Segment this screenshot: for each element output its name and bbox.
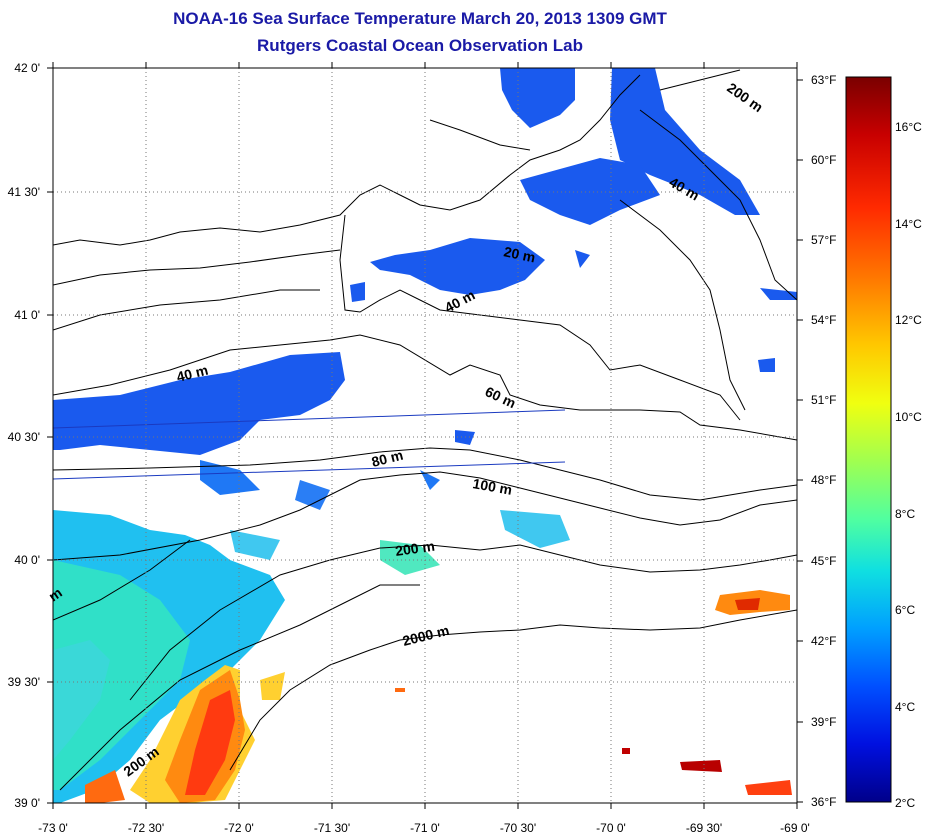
fahrenheit-tick-label: 60°F bbox=[811, 153, 836, 167]
latitude-labels: 42 0' 41 30' 41 0' 40 30' 40 0' 39 30' 3… bbox=[8, 61, 40, 810]
celsius-tick-label: 16°C bbox=[895, 120, 922, 134]
depth-label: 200 m bbox=[724, 79, 766, 115]
lat-tick-label: 42 0' bbox=[14, 61, 40, 75]
lon-tick-label: -72 0' bbox=[224, 821, 254, 835]
fahrenheit-tick-label: 57°F bbox=[811, 233, 836, 247]
lon-tick-label: -70 0' bbox=[596, 821, 626, 835]
lat-tick-label: 40 30' bbox=[8, 430, 40, 444]
lon-tick-label: -69 0' bbox=[780, 821, 810, 835]
depth-label: 80 m bbox=[370, 447, 405, 470]
depth-label: 2000 m bbox=[401, 622, 451, 649]
depth-label: 60 m bbox=[483, 383, 519, 411]
lon-tick-label: -70 30' bbox=[500, 821, 536, 835]
fahrenheit-tick-label: 36°F bbox=[811, 795, 836, 809]
fahrenheit-labels: 63°F 60°F 57°F 54°F 51°F 48°F 45°F 42°F … bbox=[811, 73, 836, 809]
depth-label: 100 m bbox=[471, 475, 513, 498]
lat-tick-label: 40 0' bbox=[14, 553, 40, 567]
longitude-labels: -73 0' -72 30' -72 0' -71 30' -71 0' -70… bbox=[38, 821, 810, 835]
sst-data-layer bbox=[53, 68, 797, 803]
celsius-tick-label: 4°C bbox=[895, 700, 915, 714]
fahrenheit-tick-label: 45°F bbox=[811, 554, 836, 568]
fahrenheit-tick-label: 42°F bbox=[811, 634, 836, 648]
fahrenheit-tick-label: 48°F bbox=[811, 473, 836, 487]
satellite-track-lines bbox=[52, 409, 566, 480]
lat-tick-label: 39 30' bbox=[8, 675, 40, 689]
depth-label: 40 m bbox=[175, 362, 210, 385]
lon-tick-label: -71 0' bbox=[410, 821, 440, 835]
colorbar: 16°C 14°C 12°C 10°C 8°C 6°C 4°C 2°C bbox=[845, 76, 922, 810]
celsius-tick-label: 2°C bbox=[895, 796, 915, 810]
fahrenheit-tick-label: 51°F bbox=[811, 393, 836, 407]
celsius-tick-label: 6°C bbox=[895, 603, 915, 617]
depth-label: 20 m bbox=[502, 243, 537, 265]
map-title: NOAA-16 Sea Surface Temperature March 20… bbox=[173, 9, 667, 28]
map-gridlines bbox=[53, 68, 797, 803]
lon-tick-label: -72 30' bbox=[128, 821, 164, 835]
map-ticks bbox=[47, 62, 803, 809]
lat-tick-label: 41 0' bbox=[14, 308, 40, 322]
fahrenheit-tick-label: 63°F bbox=[811, 73, 836, 87]
fahrenheit-tick-label: 54°F bbox=[811, 313, 836, 327]
celsius-tick-label: 12°C bbox=[895, 313, 922, 327]
celsius-tick-label: 8°C bbox=[895, 507, 915, 521]
bathymetry-contours bbox=[53, 69, 797, 791]
lon-tick-label: -69 30' bbox=[686, 821, 722, 835]
fahrenheit-tick-label: 39°F bbox=[811, 715, 836, 729]
lon-tick-label: -73 0' bbox=[38, 821, 68, 835]
lat-tick-label: 39 0' bbox=[14, 796, 40, 810]
celsius-tick-label: 10°C bbox=[895, 410, 922, 424]
depth-label: 200 m bbox=[394, 538, 436, 559]
map-subtitle: Rutgers Coastal Ocean Observation Lab bbox=[257, 36, 583, 55]
lon-tick-label: -71 30' bbox=[314, 821, 350, 835]
lat-tick-label: 41 30' bbox=[8, 185, 40, 199]
celsius-tick-label: 14°C bbox=[895, 217, 922, 231]
colorbar-gradient bbox=[845, 76, 892, 803]
